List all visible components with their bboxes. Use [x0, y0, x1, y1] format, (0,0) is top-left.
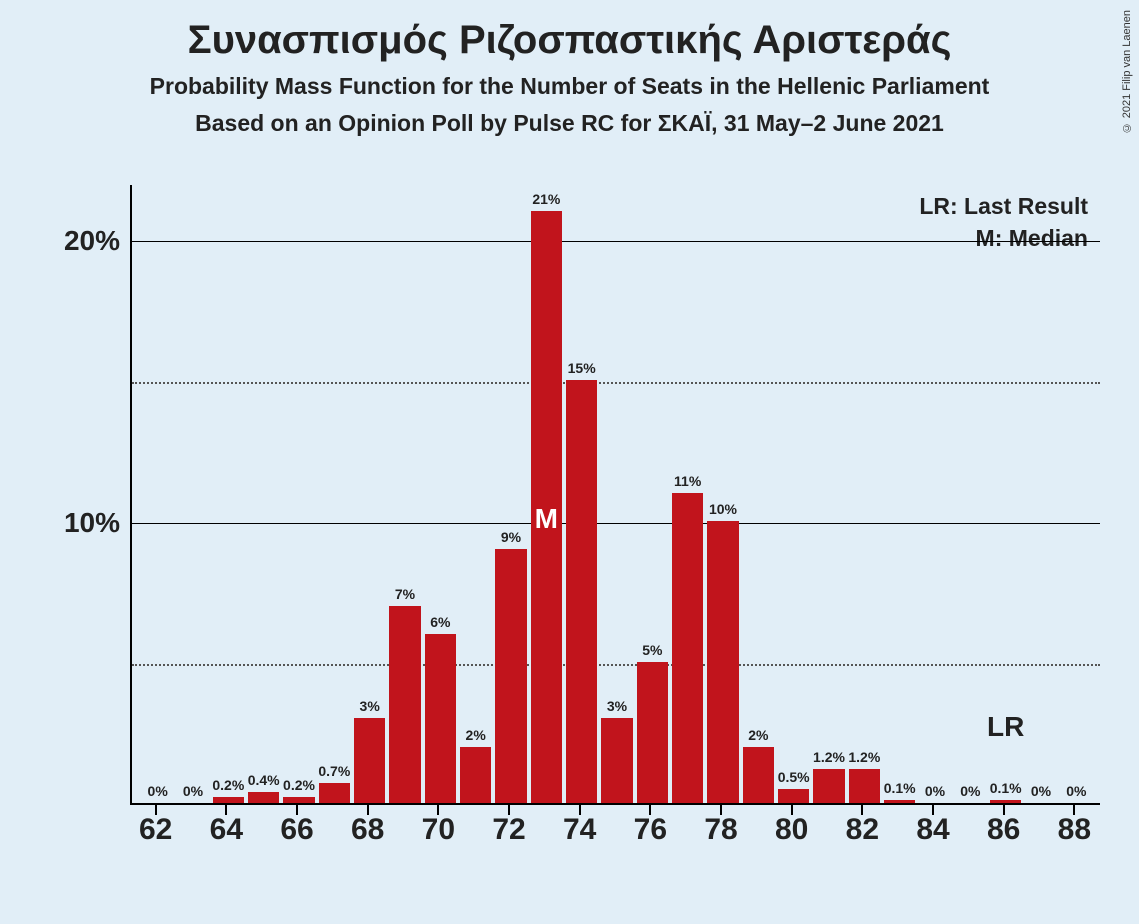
x-tick-label: 74 [563, 813, 596, 847]
bar-value-label: 0.5% [778, 769, 810, 785]
chart-header: Συνασπισμός Ριζοσπαστικής Αριστεράς Prob… [0, 0, 1139, 137]
bar [283, 797, 314, 803]
x-tick-label: 62 [139, 813, 172, 847]
median-marker: M [535, 503, 558, 535]
grid-minor [132, 664, 1100, 666]
y-tick-label: 10% [64, 507, 120, 539]
copyright-text: © 2021 Filip van Laenen [1121, 10, 1133, 133]
plot-area: LR: Last Result M: Median 0%0%0.2%0.4%0.… [130, 185, 1100, 805]
bar-value-label: 0.7% [318, 763, 350, 779]
x-tick-label: 84 [916, 813, 949, 847]
lr-marker: LR [987, 711, 1024, 743]
bar-value-label: 0% [183, 783, 203, 799]
bar [672, 493, 703, 803]
bar [743, 747, 774, 803]
x-tick-label: 88 [1058, 813, 1091, 847]
bar [389, 606, 420, 803]
bar-value-label: 1.2% [813, 749, 845, 765]
bar-value-label: 10% [709, 501, 737, 517]
chart-subtitle-2: Based on an Opinion Poll by Pulse RC for… [0, 110, 1139, 137]
grid-major [132, 241, 1100, 242]
bar [213, 797, 244, 803]
x-tick-label: 66 [280, 813, 313, 847]
bar [319, 783, 350, 803]
bar-value-label: 6% [430, 614, 450, 630]
y-tick-label: 20% [64, 225, 120, 257]
bar [813, 769, 844, 803]
bar-value-label: 0% [148, 783, 168, 799]
bar [884, 800, 915, 803]
bar-value-label: 0.1% [990, 780, 1022, 796]
x-tick-label: 70 [422, 813, 455, 847]
bar-value-label: 15% [568, 360, 596, 376]
bar-value-label: 0.2% [283, 777, 315, 793]
bar-value-label: 9% [501, 529, 521, 545]
bar [707, 521, 738, 803]
bar [460, 747, 491, 803]
bar [354, 718, 385, 803]
grid-minor [132, 382, 1100, 384]
bar-value-label: 1.2% [848, 749, 880, 765]
bar [248, 792, 279, 803]
bar [778, 789, 809, 803]
bar-value-label: 3% [607, 698, 627, 714]
grid-major [132, 523, 1100, 524]
bar-value-label: 2% [466, 727, 486, 743]
x-tick-label: 68 [351, 813, 384, 847]
legend-lr: LR: Last Result [919, 193, 1088, 220]
bar-value-label: 0% [1031, 783, 1051, 799]
bar-value-label: 21% [532, 191, 560, 207]
bar-value-label: 11% [674, 473, 701, 489]
x-tick-label: 72 [492, 813, 525, 847]
bar [601, 718, 632, 803]
chart-subtitle-1: Probability Mass Function for the Number… [0, 73, 1139, 100]
bar [425, 634, 456, 803]
bar-value-label: 0% [960, 783, 980, 799]
x-tick-label: 80 [775, 813, 808, 847]
bar-value-label: 0% [925, 783, 945, 799]
bar [566, 380, 597, 803]
x-tick-label: 76 [634, 813, 667, 847]
x-tick-label: 86 [987, 813, 1020, 847]
bar-value-label: 5% [642, 642, 662, 658]
bar-value-label: 0.1% [884, 780, 916, 796]
chart-area: LR: Last Result M: Median 0%0%0.2%0.4%0.… [55, 185, 1115, 885]
bar [637, 662, 668, 803]
x-tick-label: 64 [210, 813, 243, 847]
bar-value-label: 0.2% [212, 777, 244, 793]
bar-value-label: 0% [1066, 783, 1086, 799]
chart-title: Συνασπισμός Ριζοσπαστικής Αριστεράς [0, 18, 1139, 63]
bar [990, 800, 1021, 803]
x-tick-label: 78 [704, 813, 737, 847]
bar-value-label: 2% [748, 727, 768, 743]
bar [495, 549, 526, 803]
bar-value-label: 7% [395, 586, 415, 602]
legend-m: M: Median [976, 225, 1088, 252]
bar-value-label: 0.4% [248, 772, 280, 788]
bar-value-label: 3% [360, 698, 380, 714]
bar [849, 769, 880, 803]
x-tick-label: 82 [846, 813, 879, 847]
